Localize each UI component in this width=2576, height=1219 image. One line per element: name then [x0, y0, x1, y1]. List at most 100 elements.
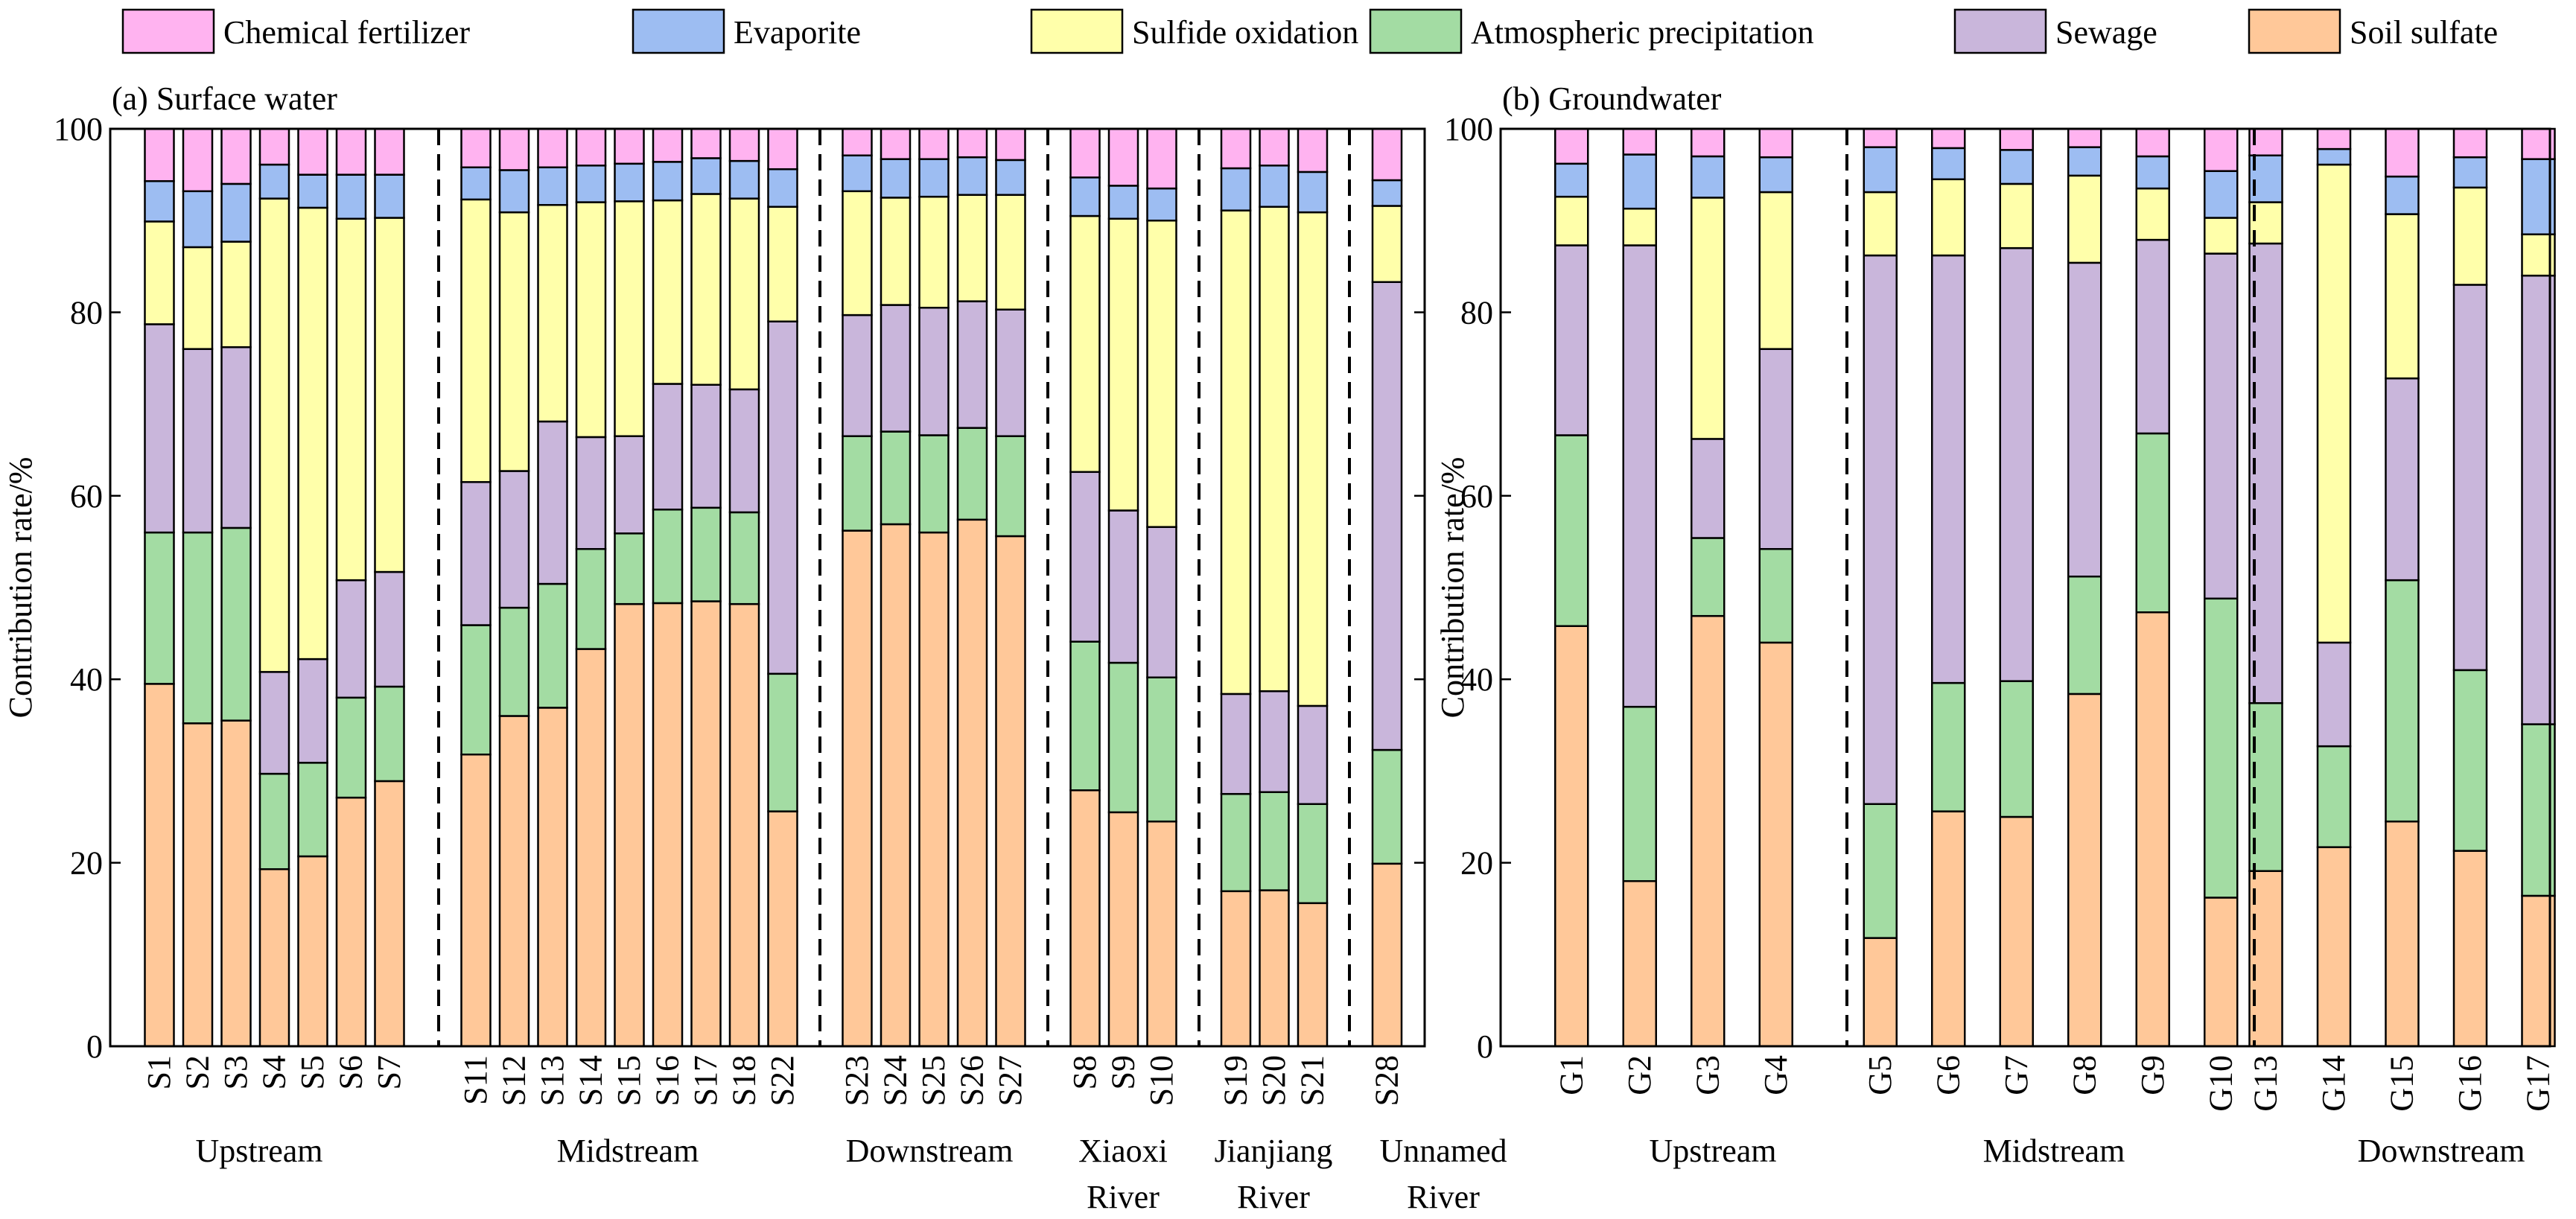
bar-segment-s11-atmospheric-precipitation — [460, 624, 492, 756]
bar-segment-s5-evaporite — [297, 174, 328, 209]
bar-segment-g3-chemical-fertilizer — [1691, 127, 1726, 158]
bar-segment-s22-evaporite — [767, 168, 798, 208]
bar-segment-g16-soil-sulfate — [2452, 850, 2488, 1048]
bar-segment-s3-atmospheric-precipitation — [220, 526, 252, 722]
x-tick-label-s7: S7 — [371, 1055, 407, 1089]
y-tick-label: 40 — [70, 661, 103, 698]
legend-swatch-soil-sulfate — [2248, 8, 2341, 54]
x-tick-label-g1: G1 — [1553, 1055, 1589, 1095]
x-tick-label-s17: S17 — [687, 1055, 724, 1106]
bar-segment-g2-soil-sulfate — [1622, 879, 1657, 1048]
x-tick-label-g10: G10 — [2202, 1055, 2239, 1112]
y-axis-label: Contribution rate/% — [2, 457, 39, 719]
bar-segment-s6-evaporite — [335, 174, 367, 220]
bar-segment-s23-sewage — [842, 313, 873, 437]
bar-segment-g5-sewage — [1863, 254, 1898, 806]
bar-segment-s6-chemical-fertilizer — [335, 127, 367, 176]
bar-segment-s14-atmospheric-precipitation — [575, 548, 607, 650]
x-tick-label-s2: S2 — [179, 1055, 216, 1089]
bar-segment-s27-evaporite — [995, 159, 1026, 196]
group-jianjiang-river: S19 S20 S21 Jianjiang River — [1215, 127, 1332, 1215]
x-tick-label-s25: S25 — [915, 1055, 952, 1106]
bar-segment-g7-sulfide-oxidation — [1999, 182, 2034, 249]
group-label: Downstream — [2358, 1133, 2525, 1169]
bar-segment-g3-sulfide-oxidation — [1691, 197, 1726, 440]
bar-segment-s25-sewage — [918, 306, 950, 436]
bar-segment-s7-atmospheric-precipitation — [374, 685, 405, 783]
bar-segment-s27-chemical-fertilizer — [995, 127, 1026, 162]
bar-segment-g6-chemical-fertilizer — [1931, 127, 1966, 150]
x-tick-label-s22: S22 — [764, 1055, 801, 1106]
panel-title: (b) Groundwater — [1502, 80, 1722, 117]
legend-swatch-evaporite — [632, 8, 725, 54]
x-tick-label-s6: S6 — [333, 1055, 369, 1089]
bar-segment-s4-atmospheric-precipitation — [258, 772, 290, 871]
bar-segment-g14-soil-sulfate — [2316, 846, 2352, 1048]
x-tick-label-s26: S26 — [954, 1055, 990, 1106]
bar-segment-s18-evaporite — [728, 159, 760, 200]
bar-segment-s19-chemical-fertilizer — [1220, 127, 1252, 170]
x-tick-label-g13: G13 — [2248, 1055, 2284, 1112]
bar-segment-s9-chemical-fertilizer — [1107, 127, 1139, 187]
y-tick-label: 20 — [70, 845, 103, 882]
bar-segment-s22-sewage — [767, 320, 798, 675]
x-tick-label-s12: S12 — [496, 1055, 532, 1106]
bar-segment-s10-atmospheric-precipitation — [1146, 676, 1177, 823]
group-label: Midstream — [1983, 1133, 2125, 1169]
y-tick-label: 100 — [1444, 111, 1493, 147]
bar-segment-s23-atmospheric-precipitation — [842, 435, 873, 532]
bar-segment-g5-evaporite — [1863, 146, 1898, 194]
bar-segment-g1-soil-sulfate — [1554, 625, 1589, 1048]
bar-segment-s13-chemical-fertilizer — [537, 127, 568, 168]
bar-segment-s23-chemical-fertilizer — [842, 127, 873, 156]
bar-segment-g16-sulfide-oxidation — [2452, 186, 2488, 286]
bar-segment-s5-sewage — [297, 658, 328, 764]
group-upstream: G1 G2 G3 G4 Upstream — [1553, 127, 1794, 1169]
x-tick-label-s1: S1 — [141, 1055, 177, 1089]
x-tick-label-s8: S8 — [1066, 1055, 1103, 1089]
bar-segment-s7-sewage — [374, 570, 405, 688]
bar-segment-g10-sulfide-oxidation — [2204, 217, 2239, 255]
bar-segment-s22-sulfide-oxidation — [767, 206, 798, 322]
group-label: Unnamed — [1379, 1133, 1507, 1169]
bar-segment-g5-soil-sulfate — [1863, 937, 1898, 1048]
bar-segment-g15-sulfide-oxidation — [2385, 213, 2420, 380]
bar-segment-s18-atmospheric-precipitation — [728, 511, 760, 605]
legend-label-soil-sulfate: Soil sulfate — [2350, 14, 2498, 51]
bar-segment-s10-chemical-fertilizer — [1146, 127, 1177, 190]
bar-segment-s16-sewage — [652, 383, 684, 511]
bar-segment-s27-soil-sulfate — [995, 535, 1026, 1048]
bar-segment-s26-sulfide-oxidation — [956, 194, 988, 302]
x-tick-label-g8: G8 — [2066, 1055, 2102, 1095]
bar-segment-g5-chemical-fertilizer — [1863, 127, 1898, 148]
bar-segment-s25-soil-sulfate — [918, 531, 950, 1048]
bar-segment-g9-sulfide-oxidation — [2135, 187, 2170, 241]
x-tick-label-s15: S15 — [611, 1055, 647, 1106]
bar-segment-s8-soil-sulfate — [1069, 789, 1101, 1048]
bar-segment-s2-chemical-fertilizer — [182, 127, 214, 193]
bar-segment-s17-evaporite — [690, 157, 722, 195]
bar-segment-s10-sewage — [1146, 526, 1177, 678]
x-tick-label-s3: S3 — [217, 1055, 254, 1089]
bar-segment-s18-sulfide-oxidation — [728, 197, 760, 391]
bar-segment-g8-sulfide-oxidation — [2067, 174, 2102, 264]
bar-segment-g1-sulfide-oxidation — [1554, 195, 1589, 246]
bar-segment-s17-sewage — [690, 383, 722, 509]
bar-segment-s7-soil-sulfate — [374, 780, 405, 1048]
bar-segment-s9-evaporite — [1107, 185, 1139, 220]
bar-segment-g14-sulfide-oxidation — [2316, 163, 2352, 644]
bar-segment-g3-sewage — [1691, 438, 1726, 539]
y-tick-label: 20 — [1460, 845, 1493, 882]
bar-segment-g8-sewage — [2067, 261, 2102, 578]
bar-segment-g1-evaporite — [1554, 162, 1589, 198]
bar-segment-s26-chemical-fertilizer — [956, 127, 988, 159]
bar-segment-s24-chemical-fertilizer — [880, 127, 912, 160]
bar-segment-g9-chemical-fertilizer — [2135, 127, 2170, 158]
bar-segment-s16-chemical-fertilizer — [652, 127, 684, 163]
legend-swatch-atmospheric-precipitation — [1369, 8, 1463, 54]
bar-segment-s1-chemical-fertilizer — [144, 127, 175, 182]
bar-segment-s24-sewage — [880, 304, 912, 433]
bar-segment-g1-chemical-fertilizer — [1554, 127, 1589, 165]
bar-segment-s3-sulfide-oxidation — [220, 241, 252, 348]
x-tick-label-s4: S4 — [256, 1055, 293, 1089]
